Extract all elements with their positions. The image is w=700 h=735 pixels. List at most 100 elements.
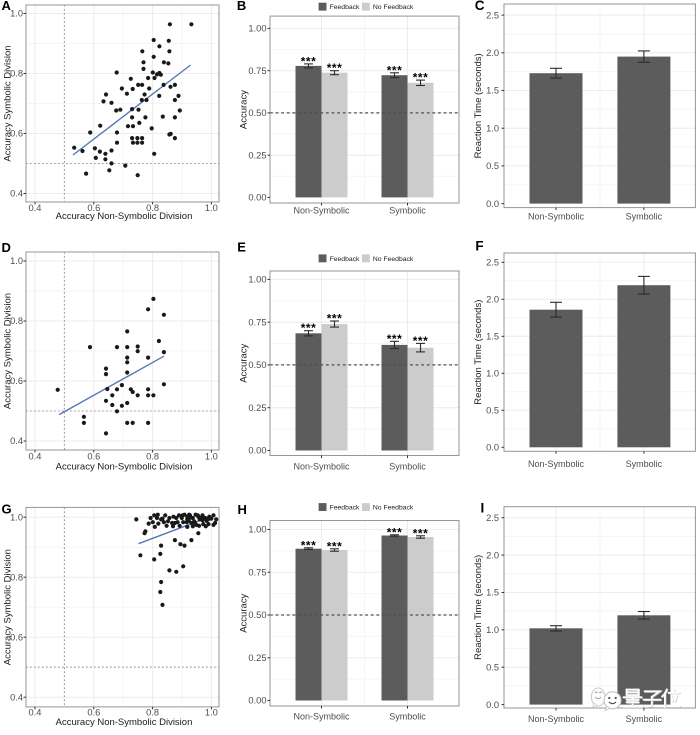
svg-text:1.00: 1.00 (248, 525, 266, 535)
svg-text:0.8: 0.8 (146, 203, 159, 213)
svg-text:Feedback: Feedback (330, 4, 360, 11)
svg-text:1.0: 1.0 (486, 123, 499, 133)
svg-text:0.8: 0.8 (10, 69, 23, 79)
svg-text:Accuracy Non-Symbolic Division: Accuracy Non-Symbolic Division (56, 211, 193, 222)
svg-text:Symbolic: Symbolic (389, 462, 426, 472)
svg-text:0.4: 0.4 (29, 451, 42, 461)
svg-text:Non-Symbolic: Non-Symbolic (528, 459, 585, 469)
svg-text:0.4: 0.4 (10, 692, 23, 702)
svg-text:0.50: 0.50 (248, 610, 266, 620)
svg-text:Accuracy: Accuracy (239, 593, 250, 632)
svg-text:0.75: 0.75 (248, 317, 266, 327)
svg-text:2.5: 2.5 (486, 258, 499, 268)
svg-text:Non-Symbolic: Non-Symbolic (293, 712, 350, 722)
svg-text:1.0: 1.0 (10, 9, 23, 19)
svg-text:***: *** (413, 71, 429, 85)
svg-text:***: *** (301, 54, 317, 68)
svg-text:Non-Symbolic: Non-Symbolic (293, 462, 350, 472)
svg-text:0.25: 0.25 (248, 653, 266, 663)
svg-text:1.0: 1.0 (486, 625, 499, 635)
svg-text:Symbolic: Symbolic (626, 459, 663, 469)
svg-text:0.5: 0.5 (486, 406, 499, 416)
svg-text:2.0: 2.0 (486, 295, 499, 305)
svg-text:0.6: 0.6 (10, 376, 23, 386)
svg-text:0.6: 0.6 (87, 451, 100, 461)
svg-text:0.5: 0.5 (486, 161, 499, 171)
svg-text:1.0: 1.0 (486, 369, 499, 379)
svg-text:0.00: 0.00 (248, 696, 266, 706)
svg-text:0.6: 0.6 (87, 203, 100, 213)
svg-text:Reaction Time (seconds): Reaction Time (seconds) (473, 53, 484, 158)
svg-text:Symbolic: Symbolic (389, 712, 426, 722)
svg-text:0.0: 0.0 (486, 199, 499, 209)
svg-text:1.0: 1.0 (205, 451, 218, 461)
svg-text:0.75: 0.75 (248, 66, 266, 76)
svg-text:0.4: 0.4 (29, 708, 42, 718)
svg-text:0.4: 0.4 (10, 436, 23, 446)
svg-text:0.6: 0.6 (10, 632, 23, 642)
svg-text:2.0: 2.0 (486, 550, 499, 560)
svg-text:B: B (237, 0, 246, 13)
svg-text:No Feedback: No Feedback (373, 256, 414, 263)
svg-text:0.4: 0.4 (10, 189, 23, 199)
svg-text:Accuracy Non-Symbolic Division: Accuracy Non-Symbolic Division (56, 717, 193, 728)
svg-text:0.5: 0.5 (486, 662, 499, 672)
svg-text:2.5: 2.5 (486, 513, 499, 523)
svg-text:1.5: 1.5 (486, 588, 499, 598)
svg-text:Reaction Time (seconds): Reaction Time (seconds) (473, 300, 484, 405)
svg-text:0.75: 0.75 (248, 567, 266, 577)
svg-text:1.0: 1.0 (205, 203, 218, 213)
svg-text:Feedback: Feedback (330, 505, 360, 512)
svg-text:***: *** (301, 321, 317, 335)
svg-text:0.6: 0.6 (10, 129, 23, 139)
svg-text:0.00: 0.00 (248, 193, 266, 203)
svg-text:***: *** (301, 538, 317, 552)
svg-text:G: G (2, 501, 12, 516)
svg-text:C: C (475, 0, 485, 13)
svg-text:0.6: 0.6 (87, 708, 100, 718)
svg-text:0.8: 0.8 (146, 708, 159, 718)
svg-text:Non-Symbolic: Non-Symbolic (528, 212, 585, 222)
svg-text:0.8: 0.8 (10, 572, 23, 582)
svg-text:No Feedback: No Feedback (373, 4, 414, 11)
svg-text:Non-Symbolic: Non-Symbolic (528, 714, 585, 724)
svg-text:0.25: 0.25 (248, 403, 266, 413)
svg-text:F: F (475, 238, 483, 253)
svg-text:Accuracy: Accuracy (239, 343, 250, 382)
svg-text:D: D (2, 240, 11, 255)
svg-text:2.0: 2.0 (486, 48, 499, 58)
svg-text:***: *** (413, 334, 429, 348)
svg-text:***: *** (387, 332, 403, 346)
svg-text:***: *** (387, 525, 403, 539)
svg-text:1.00: 1.00 (248, 24, 266, 34)
svg-text:Non-Symbolic: Non-Symbolic (293, 205, 350, 215)
svg-text:***: *** (327, 61, 343, 75)
svg-text:***: *** (327, 311, 343, 325)
svg-text:I: I (481, 501, 485, 516)
svg-text:0.8: 0.8 (10, 316, 23, 326)
svg-text:Symbolic: Symbolic (626, 714, 663, 724)
svg-text:0.50: 0.50 (248, 360, 266, 370)
svg-text:0.00: 0.00 (248, 446, 266, 456)
svg-text:1.0: 1.0 (205, 708, 218, 718)
svg-text:1.5: 1.5 (486, 86, 499, 96)
svg-text:E: E (237, 240, 246, 255)
svg-text:Feedback: Feedback (330, 256, 360, 263)
svg-text:Accuracy Symbolic Division: Accuracy Symbolic Division (3, 549, 14, 665)
svg-text:1.00: 1.00 (248, 275, 266, 285)
svg-text:Symbolic: Symbolic (626, 212, 663, 222)
svg-text:1.0: 1.0 (10, 512, 23, 522)
svg-text:Accuracy: Accuracy (239, 90, 250, 129)
svg-text:1.5: 1.5 (486, 332, 499, 342)
svg-text:2.5: 2.5 (486, 10, 499, 20)
svg-text:***: *** (327, 539, 343, 553)
svg-text:0.8: 0.8 (146, 451, 159, 461)
svg-text:No Feedback: No Feedback (373, 505, 414, 512)
svg-text:***: *** (413, 526, 429, 540)
svg-text:Accuracy Symbolic Division: Accuracy Symbolic Division (3, 293, 14, 409)
svg-text:0.25: 0.25 (248, 150, 266, 160)
svg-text:A: A (2, 0, 12, 13)
svg-text:0.4: 0.4 (29, 203, 42, 213)
svg-text:Symbolic: Symbolic (389, 205, 426, 215)
svg-text:Reaction Time (seconds): Reaction Time (seconds) (473, 555, 484, 660)
